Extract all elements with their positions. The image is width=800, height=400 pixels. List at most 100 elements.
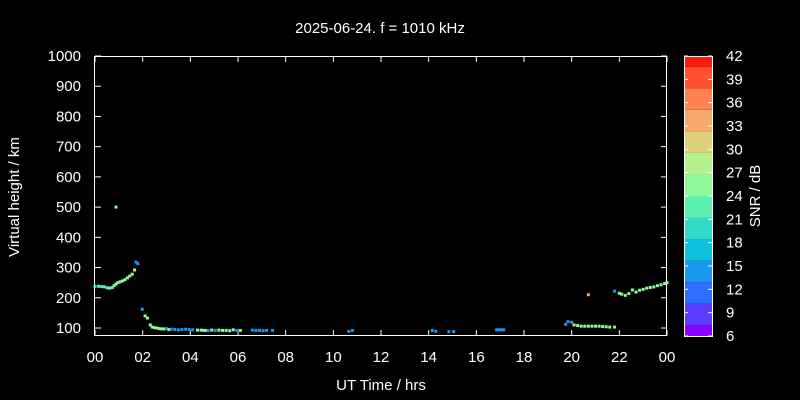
x-axis-label: UT Time / hrs xyxy=(336,377,426,394)
data-point xyxy=(213,328,217,332)
colorbar-tick-label: 30 xyxy=(726,141,743,158)
y-tick-label: 300 xyxy=(56,260,81,277)
x-tick-label: 02 xyxy=(134,349,151,366)
y-tick-label: 900 xyxy=(56,78,81,95)
data-point xyxy=(157,327,161,331)
data-point xyxy=(623,293,627,297)
data-point xyxy=(579,324,583,328)
data-point xyxy=(112,284,116,288)
colorbar-tick-label: 12 xyxy=(726,281,743,298)
x-tick-label: 06 xyxy=(230,349,247,366)
data-point xyxy=(93,284,97,288)
data-point xyxy=(648,286,652,290)
x-ticks: 00 02 04 06 08 10 12 14 16 18 20 22 00 xyxy=(87,56,675,366)
x-tick-label: 22 xyxy=(611,349,628,366)
colorbar-swatch xyxy=(684,174,712,196)
data-point xyxy=(630,288,634,292)
data-point xyxy=(261,329,265,333)
data-point xyxy=(594,324,597,328)
data-point xyxy=(103,285,107,289)
x-tick-label: 12 xyxy=(373,349,390,366)
colorbar-swatch xyxy=(684,88,712,110)
data-point xyxy=(228,329,232,333)
data-point xyxy=(221,328,225,332)
data-point xyxy=(566,320,570,324)
data-point xyxy=(136,262,140,266)
data-point xyxy=(118,280,122,284)
data-point xyxy=(165,327,168,331)
data-point xyxy=(110,286,114,290)
colorbar-tick-label: 42 xyxy=(726,48,743,65)
data-point xyxy=(645,286,649,290)
data-point xyxy=(235,328,239,332)
data-point xyxy=(583,324,587,328)
colorbar-tick-label: 6 xyxy=(726,328,734,345)
data-point xyxy=(125,276,129,280)
data-point xyxy=(271,328,275,332)
y-tick-label: 700 xyxy=(56,139,81,156)
data-point xyxy=(601,324,605,328)
data-point xyxy=(250,328,254,332)
data-point xyxy=(604,325,608,329)
data-point xyxy=(495,328,499,332)
data-point xyxy=(114,282,118,286)
data-point xyxy=(597,324,601,328)
data-point xyxy=(659,283,663,287)
data-point xyxy=(641,287,645,291)
x-tick-label: 10 xyxy=(325,349,342,366)
data-point xyxy=(617,291,621,295)
colorbar-swatch xyxy=(684,109,712,132)
colorbar-tick-label: 15 xyxy=(726,258,743,275)
colorbar-swatch xyxy=(684,239,712,261)
data-point xyxy=(613,325,617,329)
y-ticks: 100 200 300 400 500 600 700 800 900 1000 xyxy=(48,48,667,337)
colorbar-swatch xyxy=(684,131,712,153)
y-axis-label: Virtual height / km xyxy=(6,137,23,257)
data-point xyxy=(143,314,147,318)
data-point xyxy=(652,285,656,289)
data-point xyxy=(173,328,177,332)
data-point xyxy=(105,286,109,290)
colorbar-tick-label: 24 xyxy=(726,188,743,205)
y-tick-label: 800 xyxy=(56,108,81,125)
data-point xyxy=(148,323,152,327)
colorbar-tick-label: 36 xyxy=(726,95,743,112)
colorbar-tick-label: 33 xyxy=(726,118,743,135)
data-point xyxy=(210,328,214,332)
data-point xyxy=(169,327,173,331)
data-point xyxy=(108,286,112,290)
data-point xyxy=(162,327,166,331)
data-point xyxy=(121,279,125,283)
data-point xyxy=(655,284,659,288)
data-point xyxy=(447,330,451,334)
data-point xyxy=(150,325,154,329)
data-point xyxy=(347,329,351,333)
data-points xyxy=(93,205,669,334)
colorbar-swatch xyxy=(684,260,712,283)
data-point xyxy=(572,323,576,327)
colorbar-swatch xyxy=(684,282,712,304)
data-point xyxy=(257,328,261,332)
colorbar-tick-label: 18 xyxy=(726,235,743,252)
colorbar-tick-label: 21 xyxy=(726,211,743,228)
y-tick-label: 100 xyxy=(56,320,81,337)
data-point xyxy=(350,328,354,332)
data-point xyxy=(176,328,180,332)
data-point xyxy=(224,328,228,332)
y-tick-label: 200 xyxy=(56,290,81,307)
colorbar-tick-label: 39 xyxy=(726,71,743,88)
x-tick-label: 14 xyxy=(420,349,437,366)
data-point xyxy=(201,328,205,332)
data-point xyxy=(180,328,184,332)
data-point xyxy=(123,278,127,282)
data-point xyxy=(195,328,199,332)
data-point xyxy=(184,327,188,331)
y-tick-label: 500 xyxy=(56,199,81,216)
colorbar-tick-label: 27 xyxy=(726,165,743,182)
x-tick-label: 00 xyxy=(87,349,104,366)
data-point xyxy=(187,328,191,332)
data-point xyxy=(238,328,242,332)
data-point xyxy=(167,328,171,332)
